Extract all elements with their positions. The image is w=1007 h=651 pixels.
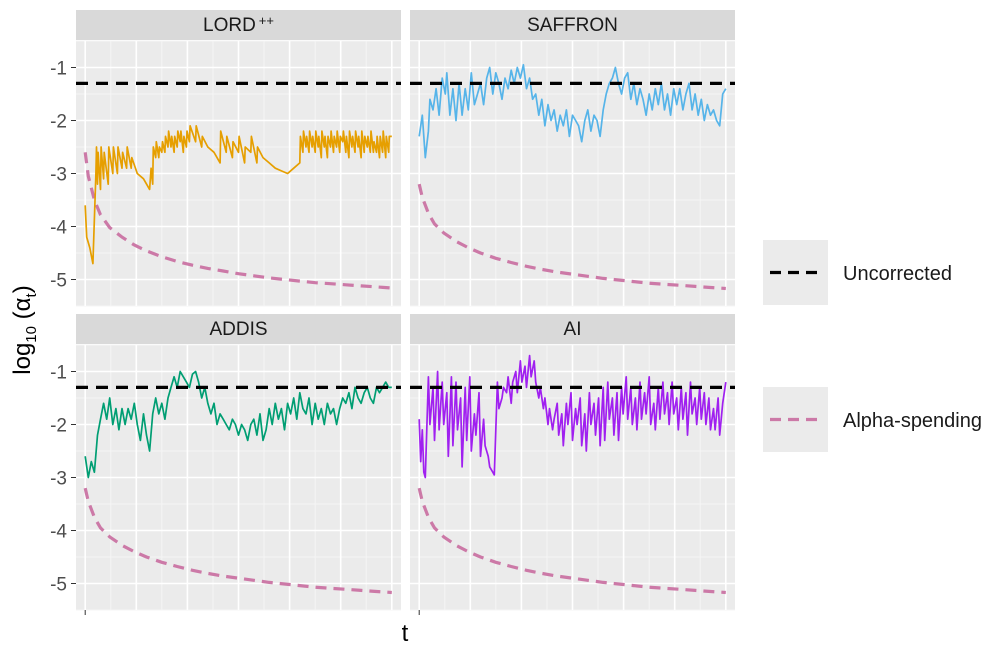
panel-strip xyxy=(76,314,401,344)
panel-lord: LORD ++ -1 -2 -3 -4 -5 xyxy=(50,10,401,307)
panel-title: LORD ++ xyxy=(203,13,274,36)
panel-strip xyxy=(76,10,401,40)
legend-label: Alpha-spending xyxy=(843,410,982,432)
y-tick-label: -5 xyxy=(50,575,67,596)
y-tick-label: -1 xyxy=(50,363,67,384)
y-tick-label: -4 xyxy=(50,218,67,239)
x-axis-title: t xyxy=(402,620,409,646)
series-line-lord xyxy=(84,124,392,265)
y-axis-title-sub: 10 xyxy=(23,326,40,343)
alpha-spending-line xyxy=(83,487,392,595)
panel-addis: ADDIS -1 -2 -3 -4 -5 xyxy=(50,314,401,615)
legend-item-alpha-spending: Alpha-spending xyxy=(763,387,982,452)
panel-strip xyxy=(410,314,735,344)
legend-item-uncorrected: Uncorrected xyxy=(763,240,952,305)
alpha-spending-line xyxy=(417,487,726,595)
panel-title: ADDIS xyxy=(209,319,267,340)
panel-strip xyxy=(410,10,735,40)
y-tick-label: -2 xyxy=(50,416,67,437)
y-axis-title-close: ) xyxy=(9,285,36,293)
y-axis-title-base: log xyxy=(9,343,36,375)
series-line-saffron xyxy=(418,63,727,159)
y-tick-label: -1 xyxy=(50,59,67,80)
panel-title: SAFFRON xyxy=(527,15,618,36)
panel-ai: AI xyxy=(410,314,735,615)
y-tick-label: -3 xyxy=(50,165,67,186)
y-axis-title-paren: (α xyxy=(9,297,36,326)
y-tick-label: -2 xyxy=(50,112,67,133)
legend-label: Uncorrected xyxy=(843,263,952,285)
y-axis-title: log10 (αt) xyxy=(9,285,40,374)
alpha-spending-line xyxy=(417,183,726,291)
legend: Uncorrected Alpha-spending xyxy=(763,240,982,452)
y-tick-label: -3 xyxy=(50,469,67,490)
series-line-addis xyxy=(84,370,392,479)
series-line-ai xyxy=(418,354,727,479)
panel-saffron: SAFFRON xyxy=(410,10,735,307)
y-axis-title-alpha-sub: t xyxy=(23,292,40,297)
alpha-spending-line xyxy=(83,152,392,290)
y-tick-label: -4 xyxy=(50,522,67,543)
y-tick-label: -5 xyxy=(50,271,67,292)
panel-title: AI xyxy=(564,319,582,340)
